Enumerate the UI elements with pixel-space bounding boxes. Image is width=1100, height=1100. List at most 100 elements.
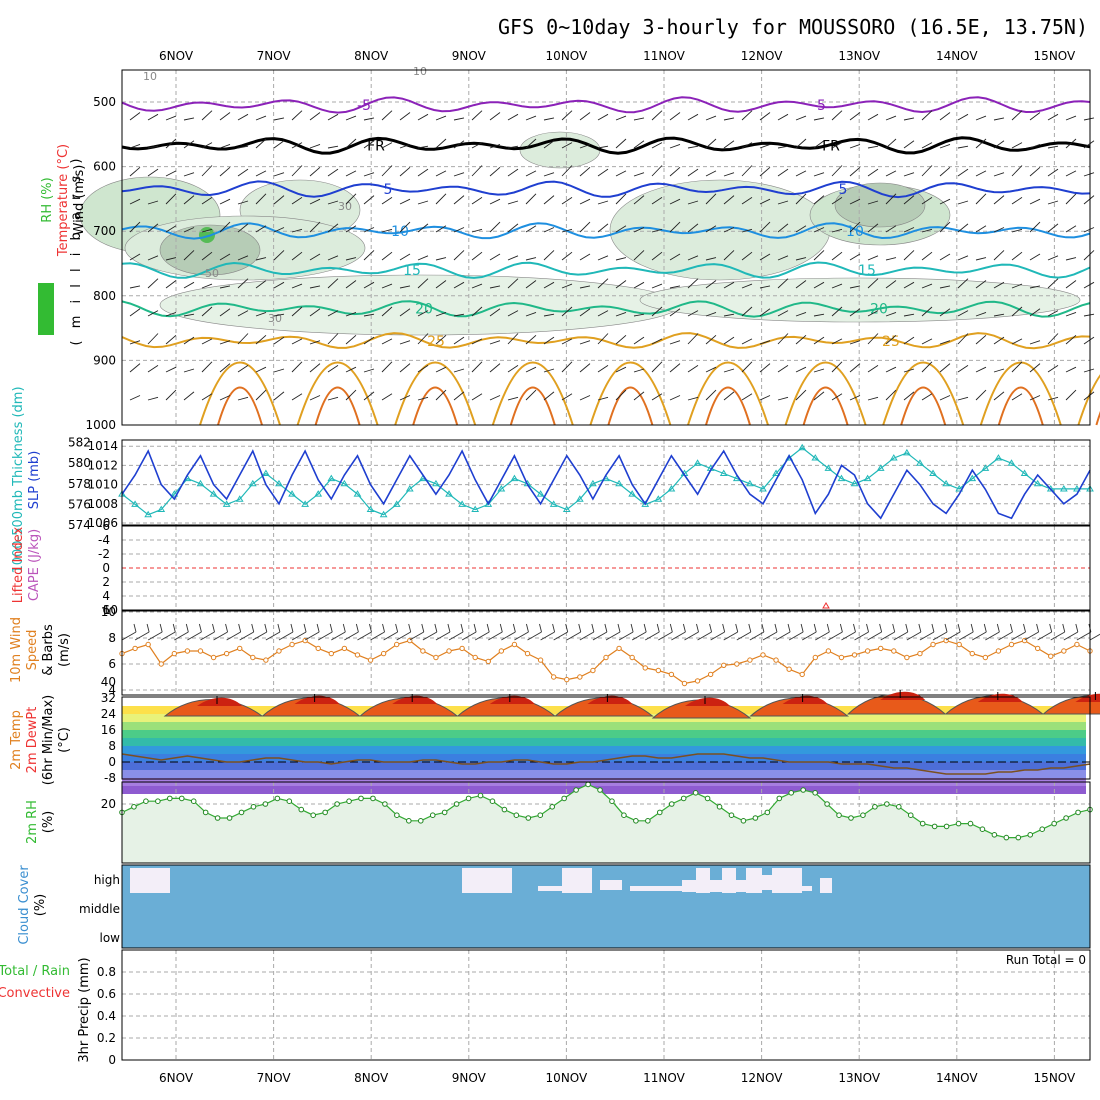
wind-speed-point	[1008, 641, 1015, 648]
wind-barb	[705, 225, 717, 233]
wind-barb	[448, 631, 464, 641]
wind-barb	[453, 140, 465, 149]
wind-barb	[165, 389, 177, 401]
wind-barb	[399, 308, 411, 317]
wind-barb	[651, 228, 663, 233]
wind-speed-point	[158, 661, 164, 667]
rh-point	[238, 809, 245, 816]
wind-barb	[309, 340, 321, 345]
cloud-gap	[820, 878, 832, 893]
wind-barb	[435, 280, 447, 289]
wind-barb	[866, 623, 869, 633]
thickness-point	[510, 474, 519, 482]
wind-barb	[291, 631, 307, 641]
cloud-gap	[746, 868, 762, 893]
temperature-peak	[392, 695, 438, 704]
wind-barb	[1065, 170, 1077, 177]
wind-barb	[165, 334, 177, 345]
thickness-point	[1073, 484, 1081, 492]
wind-barb	[885, 334, 897, 345]
wind-speed-point	[184, 648, 191, 654]
wind-barb	[957, 223, 969, 233]
thickness-point	[497, 484, 506, 492]
wind-barb	[409, 631, 425, 641]
temperature-contour	[121, 261, 1091, 279]
wind-barb	[1011, 142, 1023, 149]
wind-barb	[975, 225, 987, 233]
wind-barb	[133, 623, 137, 633]
temperature-peak	[489, 695, 535, 704]
tick-label: 576	[68, 497, 91, 511]
rh-point	[680, 795, 687, 802]
tick-label: 0.2	[97, 1031, 116, 1045]
wind-barb	[489, 112, 501, 121]
cloud-gap	[630, 886, 682, 891]
wind-barb	[187, 631, 202, 641]
wind-barb	[777, 365, 789, 373]
wind-barb	[507, 145, 519, 149]
wind-barb	[1047, 145, 1059, 149]
cloud-level-label: low	[100, 931, 121, 945]
wind-barb	[1029, 395, 1041, 401]
wind-barb	[201, 165, 213, 177]
wind-barb	[682, 623, 686, 633]
wind-barb	[237, 145, 249, 149]
wind-barb	[471, 110, 483, 121]
wind-barb	[417, 200, 429, 205]
wind-barb	[396, 631, 411, 641]
wind-speed-point	[1074, 641, 1080, 648]
wind-barb	[849, 143, 861, 149]
wind-barb	[669, 198, 681, 205]
rh-point	[250, 804, 257, 810]
panel-label: & Barbs	[41, 624, 56, 676]
wind-barb	[165, 311, 177, 317]
wind-barb	[226, 631, 241, 641]
wind-barb	[705, 115, 717, 121]
wind-speed-point	[1061, 648, 1067, 654]
rh-point	[167, 795, 173, 802]
wind-barb	[597, 396, 609, 401]
tick-label: 24	[101, 707, 116, 721]
wind-barb	[381, 251, 393, 261]
slp-line	[121, 449, 1091, 520]
wind-barb	[669, 143, 681, 149]
wind-barb	[1029, 363, 1041, 373]
date-label-top: 6NOV	[159, 49, 194, 63]
wind-speed-point	[524, 650, 531, 657]
panel-frame	[121, 696, 1091, 780]
wind-barb	[597, 200, 609, 205]
wind-barb	[447, 623, 451, 633]
wind-barb	[759, 221, 771, 233]
wind-barb	[893, 631, 909, 641]
wind-barb	[237, 310, 249, 317]
wind-barb	[993, 117, 1005, 121]
rh-point	[776, 795, 783, 802]
wind-barb	[615, 389, 627, 401]
wind-barb	[147, 278, 159, 289]
wind-barb	[669, 623, 673, 633]
wind-barb	[399, 166, 411, 177]
panel-label: (m/s)	[57, 633, 72, 667]
wind-barb	[291, 228, 303, 233]
panel-label: CAPE (J/kg)	[27, 529, 42, 601]
wind-barb	[1076, 631, 1092, 641]
wind-barb	[219, 395, 231, 401]
tick-label: 8	[108, 739, 116, 753]
wind-barb	[1049, 623, 1053, 633]
wind-barb	[849, 395, 861, 401]
wind-barb	[165, 280, 177, 289]
wind-barb	[867, 255, 879, 261]
wind-barb	[921, 228, 933, 233]
cloud-gap	[562, 868, 592, 893]
wind-barb	[597, 145, 609, 149]
wind-barb	[944, 623, 948, 633]
warm-contour	[589, 361, 672, 426]
wind-barb	[422, 631, 438, 641]
wind-barb	[561, 393, 573, 401]
wind-barb	[777, 168, 789, 177]
wind-barb	[615, 115, 627, 121]
wind-barb	[489, 395, 501, 401]
wind-barb	[651, 338, 663, 345]
wind-barb	[273, 140, 285, 149]
wind-barb	[212, 623, 215, 633]
